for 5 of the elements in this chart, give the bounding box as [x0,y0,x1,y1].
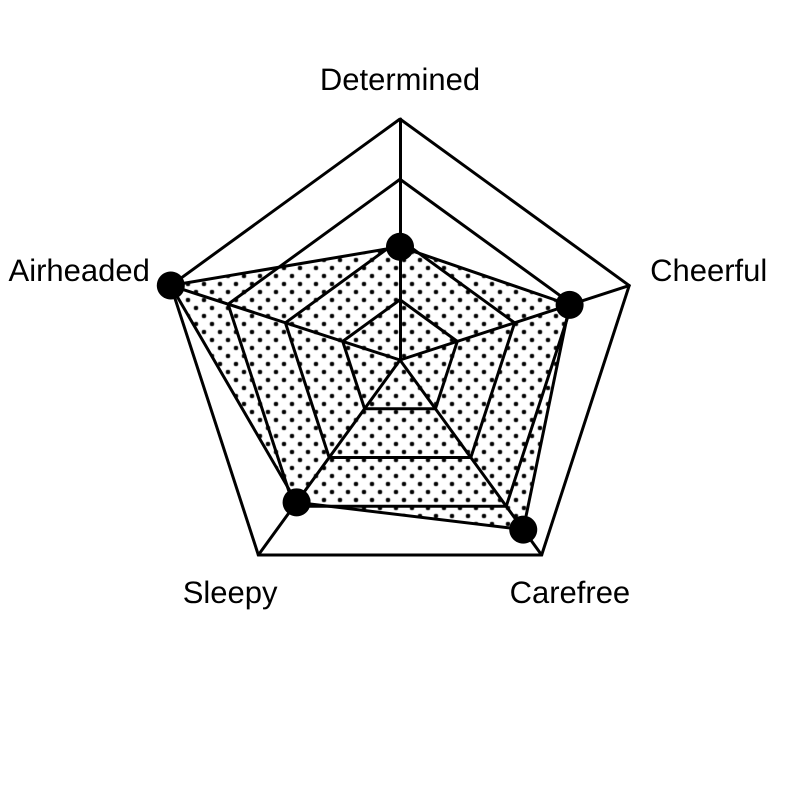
spoke-label: Determined [320,62,480,97]
spoke-label: Cheerful [650,253,768,288]
spoke-label: Sleepy [182,574,278,610]
spoke-label: Airheaded [8,253,150,288]
spoke-label: Carefree [510,574,630,610]
